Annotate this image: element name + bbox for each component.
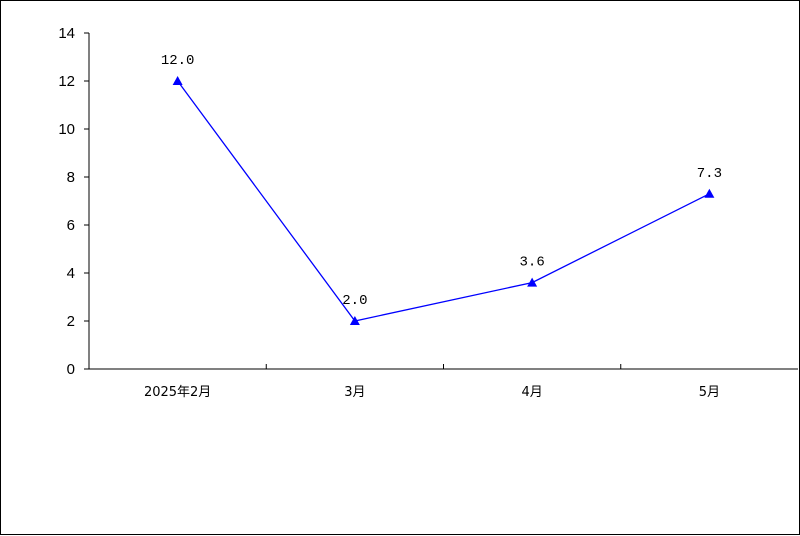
data-point-marker <box>527 277 538 287</box>
series-group <box>172 76 715 325</box>
series-line <box>177 80 710 322</box>
x-tick-label: 2025年2月 <box>144 385 211 400</box>
y-tick-label: 4 <box>67 265 75 282</box>
data-labels-group: 12.0 2.0 3.6 7.3 <box>161 53 722 309</box>
y-tick-label: 8 <box>67 169 75 186</box>
data-point-marker <box>349 316 360 325</box>
x-tick-label: 3月 <box>344 385 365 400</box>
x-tick-label: 4月 <box>521 385 542 400</box>
y-tick-label: 0 <box>67 361 75 378</box>
data-point-marker <box>172 76 183 85</box>
y-tick-label: 10 <box>58 121 75 138</box>
y-tick-label: 12 <box>58 73 75 90</box>
y-tick-label: 14 <box>58 25 75 42</box>
data-point-marker <box>704 188 715 198</box>
y-tick-label: 2 <box>67 313 75 330</box>
y-tick-label: 6 <box>67 217 75 234</box>
data-label: 3.6 <box>520 255 545 271</box>
data-label: 2.0 <box>342 293 367 309</box>
axes <box>88 33 798 370</box>
y-axis-ticks: 0 2 4 6 8 10 12 14 <box>58 25 89 378</box>
data-label: 7.3 <box>697 166 722 182</box>
data-label: 12.0 <box>161 53 195 69</box>
x-tick-label: 5月 <box>699 385 720 400</box>
x-axis-ticks: 2025年2月 3月 4月 5月 <box>144 364 720 400</box>
